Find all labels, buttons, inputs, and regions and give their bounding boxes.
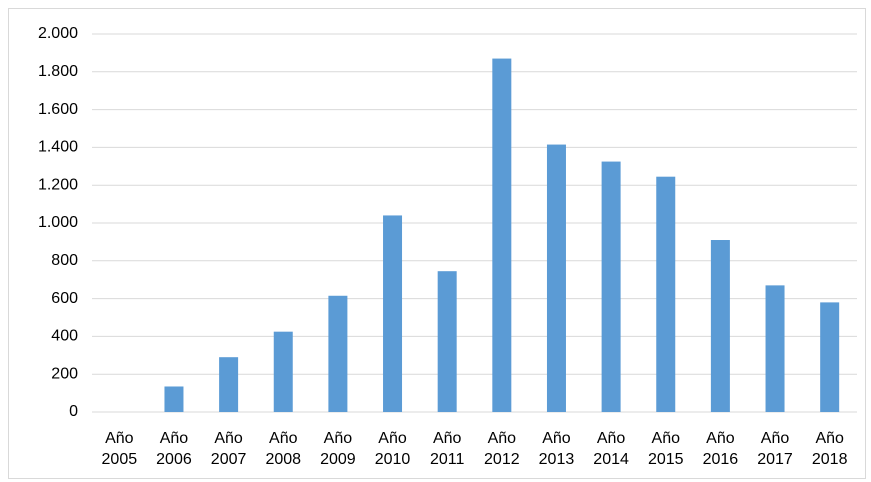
x-tick-label: Año 2016 bbox=[702, 430, 739, 468]
y-tick-label: 400 bbox=[51, 328, 78, 345]
x-tick-label: Año 2006 bbox=[156, 430, 192, 468]
bar bbox=[710, 240, 730, 412]
y-tick-label: 1.000 bbox=[38, 214, 78, 231]
y-tick-label: 200 bbox=[51, 365, 78, 382]
y-tick-label: 1.200 bbox=[38, 176, 78, 193]
bar bbox=[492, 58, 512, 412]
x-tick-label: Año 2013 bbox=[538, 430, 575, 468]
x-tick-label: Año 2015 bbox=[647, 430, 684, 468]
bar bbox=[820, 302, 840, 412]
bar bbox=[164, 386, 184, 412]
x-tick-label: Año 2005 bbox=[101, 430, 138, 468]
bar bbox=[328, 295, 348, 412]
y-tick-label: 0 bbox=[69, 403, 78, 420]
bar bbox=[656, 176, 676, 412]
x-tick-label: Año 2011 bbox=[429, 430, 465, 468]
bar bbox=[219, 357, 239, 412]
x-tick-label: Año 2017 bbox=[757, 430, 793, 468]
x-tick-label: Año 2009 bbox=[320, 430, 356, 468]
x-tick-label: Año 2008 bbox=[265, 430, 302, 468]
y-tick-label: 800 bbox=[51, 252, 78, 269]
y-tick-label: 2.000 bbox=[38, 25, 78, 42]
y-tick-label: 1.400 bbox=[38, 139, 78, 156]
y-tick-label: 1.600 bbox=[38, 101, 78, 118]
y-tick-label: 1.800 bbox=[38, 63, 78, 80]
bar bbox=[383, 215, 403, 412]
x-tick-label: Año 2012 bbox=[484, 430, 520, 468]
bar bbox=[437, 271, 457, 412]
bar bbox=[601, 161, 621, 412]
x-tick-label: Año 2007 bbox=[210, 430, 247, 468]
x-tick-label: Año 2018 bbox=[811, 430, 848, 468]
bar bbox=[546, 144, 566, 412]
x-tick-label: Año 2014 bbox=[593, 430, 629, 468]
bar bbox=[765, 285, 785, 412]
bar bbox=[273, 331, 293, 412]
chart-frame bbox=[8, 8, 866, 479]
y-tick-label: 600 bbox=[51, 290, 78, 307]
x-tick-label: Año 2010 bbox=[374, 430, 411, 468]
